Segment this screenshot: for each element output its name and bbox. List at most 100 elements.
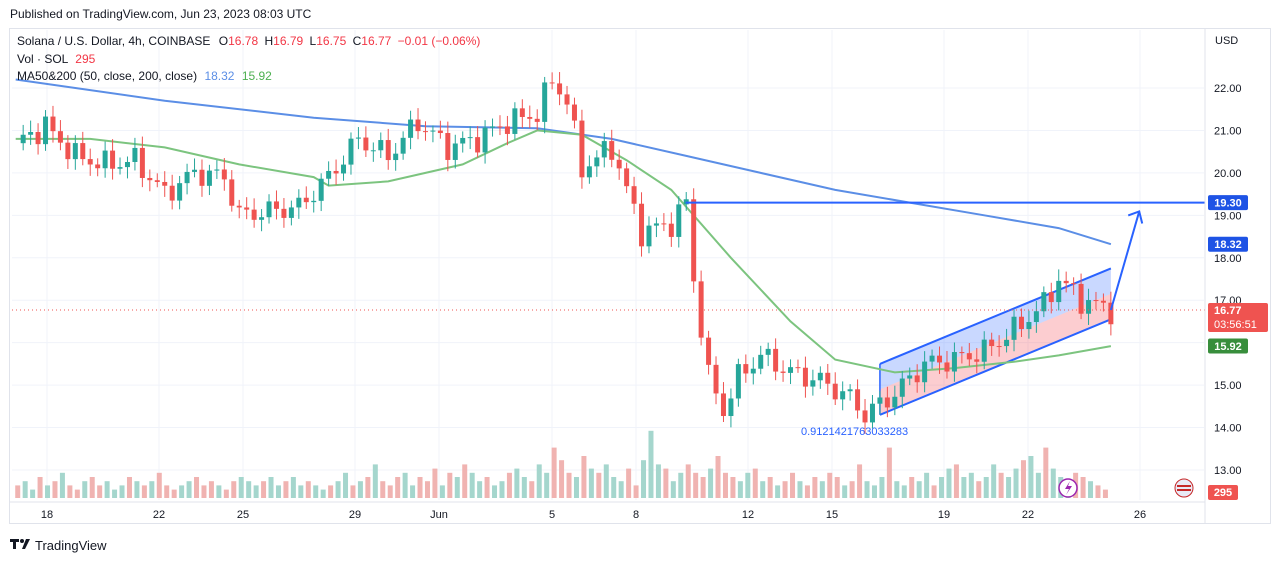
candle-body — [512, 108, 518, 134]
volume-bar — [216, 485, 222, 498]
candle-body — [229, 179, 235, 206]
candle-body — [1033, 311, 1039, 323]
ohlc-open: 16.78 — [228, 34, 259, 48]
volume-bar — [722, 472, 728, 498]
ma200-value: 18.32 — [204, 69, 235, 83]
volume-bar — [22, 481, 28, 498]
volume-tag — [1208, 485, 1238, 500]
candle-body — [482, 127, 488, 153]
published-note: Published on TradingView.com, Jun 23, 20… — [10, 7, 312, 21]
volume-bar — [1088, 481, 1094, 498]
candle-body — [817, 372, 823, 381]
candle-body — [169, 185, 175, 201]
volume-bar — [670, 481, 676, 498]
volume-bar — [901, 485, 907, 498]
candle-body — [579, 120, 585, 178]
volume-bar — [112, 489, 118, 498]
volume-bar — [417, 477, 423, 498]
x-tick-label: 26 — [1134, 509, 1146, 521]
price-tag-text: 18.32 — [1214, 239, 1242, 251]
flag-stripe-icon — [1177, 485, 1191, 487]
channel-lower-fill — [879, 293, 1111, 415]
candle-body — [609, 141, 615, 160]
candle-body — [341, 164, 347, 174]
drawings[interactable]: 0.9121421763033283 — [12, 201, 1205, 438]
candles — [20, 72, 1114, 434]
volume-bar — [343, 472, 349, 498]
candle-body — [184, 171, 190, 184]
candle-body — [154, 180, 160, 182]
volume-bar — [1028, 456, 1034, 498]
volume-bar — [290, 477, 296, 498]
candle-body — [527, 116, 533, 119]
volume-bar — [924, 472, 930, 498]
legend-symbol-row: Solana / U.S. Dollar, 4h, COINBASE O16.7… — [17, 33, 480, 49]
candle-body — [668, 223, 674, 237]
candle-body — [50, 116, 56, 132]
volume-bar — [410, 485, 416, 498]
volume-bar — [45, 485, 51, 498]
candle-body — [720, 393, 726, 417]
candle-body — [892, 396, 898, 408]
brand-name: TradingView — [35, 538, 107, 553]
ohlc-high: 16.79 — [273, 34, 304, 48]
grid-lines — [12, 30, 1204, 500]
x-tick-label: 5 — [549, 509, 555, 521]
volume-bar — [328, 485, 334, 498]
volume-bar — [208, 481, 214, 498]
flag-stripe-icon — [1177, 489, 1191, 491]
candle-body — [847, 389, 853, 392]
y-tick-label: 21.00 — [1214, 125, 1242, 137]
candle-body — [80, 143, 86, 160]
chart-frame — [9, 28, 1271, 524]
candle-body — [1108, 302, 1114, 325]
trend-channel[interactable] — [879, 267, 1112, 416]
volume-bar — [611, 477, 617, 498]
volume-bar — [715, 456, 721, 498]
candle-body — [728, 398, 734, 417]
ohlc-close: 16.77 — [361, 34, 392, 48]
candle-body — [437, 130, 443, 134]
ma-indicator-label[interactable]: MA50&200 (50, close, 200, close) — [17, 69, 198, 83]
volume-bar — [782, 481, 788, 498]
candle-body — [43, 116, 49, 145]
volume-bar — [879, 477, 885, 498]
candle-body — [57, 131, 63, 143]
volume-label[interactable]: Vol · SOL — [17, 52, 68, 66]
volume-bar — [752, 468, 758, 498]
volume-bar — [1013, 468, 1019, 498]
volume-bar — [59, 472, 65, 498]
candle-body — [907, 375, 913, 379]
volume-bar — [968, 472, 974, 498]
candle-body — [95, 164, 101, 169]
volume-bar — [931, 485, 937, 498]
candle-body — [691, 199, 697, 282]
volume-bar — [991, 464, 997, 498]
symbol-title[interactable]: Solana / U.S. Dollar, 4h, COINBASE — [17, 34, 211, 48]
volume-bar — [231, 481, 237, 498]
candle-body — [110, 150, 116, 169]
volume-bar — [52, 481, 58, 498]
candle-body — [296, 197, 302, 208]
candle-body — [631, 186, 637, 204]
volume-bar — [953, 464, 959, 498]
candle-body — [1004, 339, 1010, 347]
candle-body — [735, 364, 741, 399]
candle-body — [1056, 280, 1062, 303]
candle-body — [363, 137, 369, 151]
candle-body — [318, 178, 324, 201]
volume-bar — [745, 472, 751, 498]
candle-body — [601, 141, 607, 158]
candle-body — [869, 403, 875, 423]
candle-body — [348, 138, 354, 165]
volume-bar — [201, 485, 207, 498]
volume-bar — [179, 485, 185, 498]
tradingview-brand[interactable]: TradingView — [10, 538, 107, 553]
volume-bar — [82, 481, 88, 498]
candle-body — [944, 362, 950, 372]
volume-bar — [566, 472, 572, 498]
candle-body — [750, 368, 756, 374]
volume-bar — [499, 481, 505, 498]
volume-bar — [424, 481, 430, 498]
